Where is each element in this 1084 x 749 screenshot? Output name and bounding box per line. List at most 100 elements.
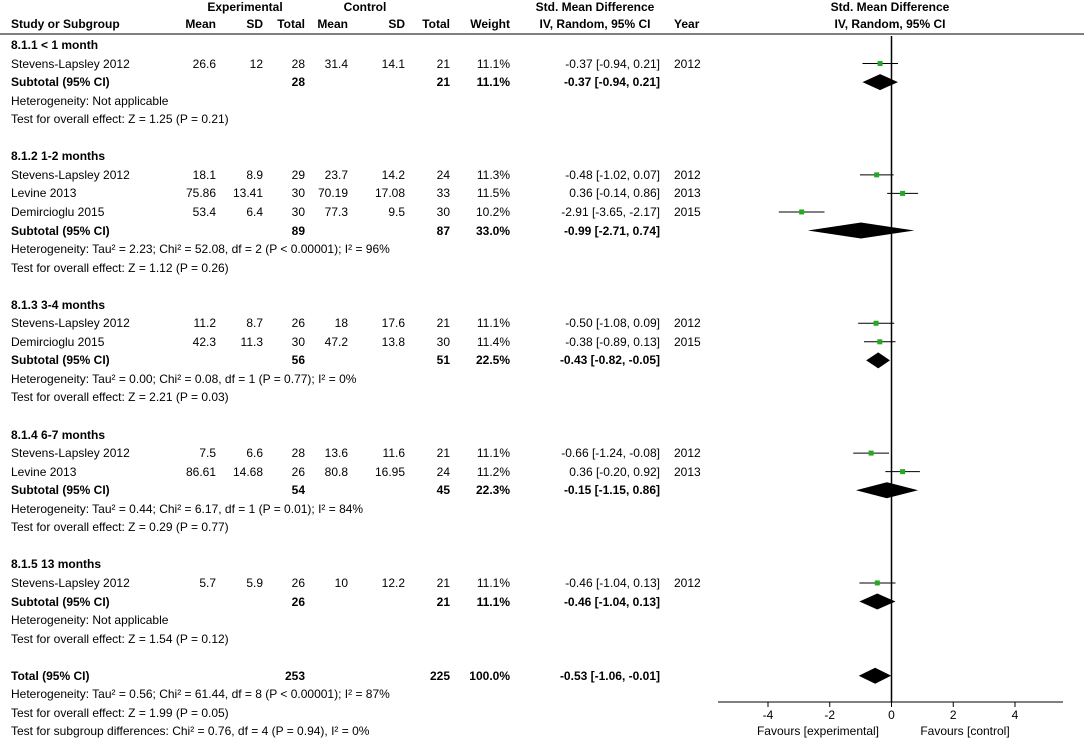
study-point [877, 339, 883, 345]
weight-cell: 11.1% [476, 576, 510, 590]
sd-column-header: SD [246, 17, 263, 31]
sd-control-column-header: SD [388, 17, 405, 31]
n1-cell: 26 [291, 595, 305, 609]
weight-cell: 11.1% [476, 446, 510, 460]
x-tick-label: 4 [1012, 708, 1019, 722]
n2-cell: 24 [436, 168, 450, 182]
study-name: Levine 2013 [11, 186, 77, 200]
study-point [873, 320, 879, 326]
pooled-diamond [866, 352, 890, 369]
study-point [799, 209, 805, 215]
note-text: Test for overall effect: Z = 1.25 (P = 0… [11, 112, 229, 126]
note-text: Heterogeneity: Not applicable [11, 94, 169, 108]
n1-cell: 30 [291, 335, 305, 349]
weight-cell: 11.4% [476, 335, 510, 349]
smd-column-header: Std. Mean Difference [535, 0, 655, 14]
ci-cell: 0.36 [-0.14, 0.86] [569, 186, 660, 200]
study-point [874, 172, 880, 178]
weight-cell: 11.3% [476, 168, 510, 182]
study-column-header: Study or Subgroup [11, 17, 120, 31]
n2-cell: 24 [436, 465, 450, 479]
weight-cell: 33.0% [475, 224, 510, 238]
note-text: Test for overall effect: Z = 0.29 (P = 0… [11, 520, 229, 534]
n2-cell: 21 [436, 446, 450, 460]
n1-cell: 29 [291, 168, 305, 182]
subtotal-label: Subtotal (95% CI) [11, 224, 110, 238]
x-tick-label: -4 [763, 708, 774, 722]
m2-cell: 10 [334, 576, 348, 590]
sd2-cell: 13.8 [381, 335, 405, 349]
n2-cell: 21 [436, 75, 450, 89]
control-group-header: Control [343, 0, 387, 14]
m2-cell: 18 [334, 316, 348, 330]
sd2-cell: 12.2 [381, 576, 405, 590]
favours-experimental-label: Favours [experimental] [757, 724, 879, 738]
m1-cell: 18.1 [192, 168, 216, 182]
n1-cell: 28 [291, 446, 305, 460]
sd2-cell: 11.6 [382, 446, 405, 460]
sd1-cell: 8.9 [246, 168, 263, 182]
sd2-cell: 14.2 [381, 168, 405, 182]
ci-cell: -2.91 [-3.65, -2.17] [561, 205, 660, 219]
weight-cell: 11.1% [476, 75, 510, 89]
mean-column-header: Mean [185, 17, 216, 31]
ci-cell: 0.36 [-0.20, 0.92] [569, 465, 660, 479]
ci-cell: -0.66 [-1.24, -0.08] [561, 446, 660, 460]
subgroup-label: 8.1.2 1-2 months [11, 149, 106, 163]
sd2-cell: 9.5 [388, 205, 405, 219]
subgroup-label: 8.1.1 < 1 month [11, 38, 99, 52]
subtotal-label: Total (95% CI) [11, 669, 90, 683]
pooled-diamond [859, 593, 896, 610]
ci-cell: -0.37 [-0.94, 0.21] [563, 75, 660, 89]
m2-cell: 31.4 [324, 57, 348, 71]
x-tick-label: -2 [824, 708, 835, 722]
weight-cell: 10.2% [475, 205, 510, 219]
ci-cell: -0.15 [-1.15, 0.86] [563, 483, 660, 497]
plot-header: Std. Mean Difference [830, 0, 950, 14]
sd1-cell: 6.6 [246, 446, 263, 460]
weight-cell: 11.2% [476, 465, 510, 479]
note-text: Test for overall effect: Z = 1.54 (P = 0… [11, 632, 229, 646]
n1-cell: 253 [284, 669, 305, 683]
total-control-column-header: Total [422, 17, 450, 31]
pooled-diamond [858, 667, 892, 684]
weight-cell: 11.1% [476, 316, 510, 330]
study-point [868, 450, 874, 456]
sd1-cell: 14.68 [232, 465, 263, 479]
n1-cell: 54 [291, 483, 305, 497]
pooled-diamond [862, 74, 898, 91]
m2-cell: 77.3 [324, 205, 348, 219]
study-name: Demircioglu 2015 [11, 335, 105, 349]
ci-cell: -0.50 [-1.08, 0.09] [565, 316, 660, 330]
sd1-cell: 11.3 [240, 335, 263, 349]
subtotal-label: Subtotal (95% CI) [11, 75, 110, 89]
study-name: Stevens-Lapsley 2012 [11, 446, 130, 460]
n1-cell: 26 [291, 465, 305, 479]
note-text: Heterogeneity: Tau² = 2.23; Chi² = 52.08… [11, 242, 390, 256]
sd1-cell: 6.4 [246, 205, 263, 219]
sd1-cell: 12 [249, 57, 263, 71]
subtotal-label: Subtotal (95% CI) [11, 353, 110, 367]
n1-cell: 28 [291, 75, 305, 89]
note-text: Test for overall effect: Z = 2.21 (P = 0… [11, 390, 229, 404]
weight-cell: 100.0% [469, 669, 510, 683]
n2-cell: 30 [436, 205, 450, 219]
n2-cell: 21 [436, 57, 450, 71]
n1-cell: 89 [291, 224, 305, 238]
note-text: Heterogeneity: Tau² = 0.44; Chi² = 6.17,… [11, 502, 364, 516]
total-column-header: Total [277, 17, 305, 31]
n1-cell: 30 [291, 186, 305, 200]
pooled-diamond [855, 482, 919, 499]
n2-cell: 30 [436, 335, 450, 349]
year-cell: 2013 [674, 465, 701, 479]
year-cell: 2013 [674, 186, 701, 200]
note-text: Test for subgroup differences: Chi² = 0.… [11, 724, 370, 738]
ci-cell: -0.38 [-0.89, 0.13] [565, 335, 660, 349]
n2-cell: 21 [436, 576, 450, 590]
sd2-cell: 17.6 [381, 316, 405, 330]
m2-cell: 47.2 [324, 335, 348, 349]
n1-cell: 28 [291, 57, 305, 71]
subtotal-label: Subtotal (95% CI) [11, 483, 110, 497]
ci-cell: -0.99 [-2.71, 0.74] [563, 224, 660, 238]
